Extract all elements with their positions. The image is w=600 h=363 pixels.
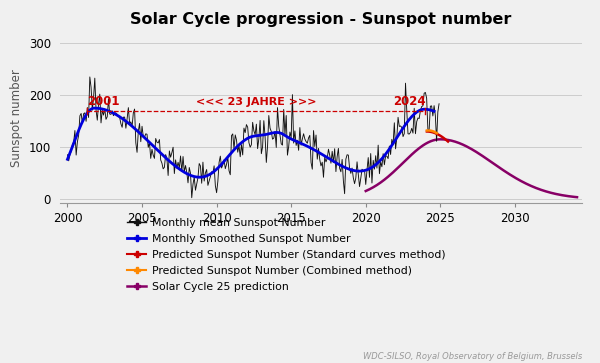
Text: 2001: 2001	[87, 95, 119, 109]
Title: Solar Cycle progression - Sunspot number: Solar Cycle progression - Sunspot number	[130, 12, 512, 27]
Text: <<< 23 JAHRE >>>: <<< 23 JAHRE >>>	[196, 98, 316, 107]
Text: WDC-SILSO, Royal Observatory of Belgium, Brussels: WDC-SILSO, Royal Observatory of Belgium,…	[363, 352, 582, 361]
Legend: Monthly mean Sunspot Number, Monthly Smoothed Sunspot Number, Predicted Sunspot : Monthly mean Sunspot Number, Monthly Smo…	[122, 213, 450, 297]
Y-axis label: Sunspot number: Sunspot number	[10, 69, 23, 167]
Text: 2024: 2024	[393, 95, 425, 109]
